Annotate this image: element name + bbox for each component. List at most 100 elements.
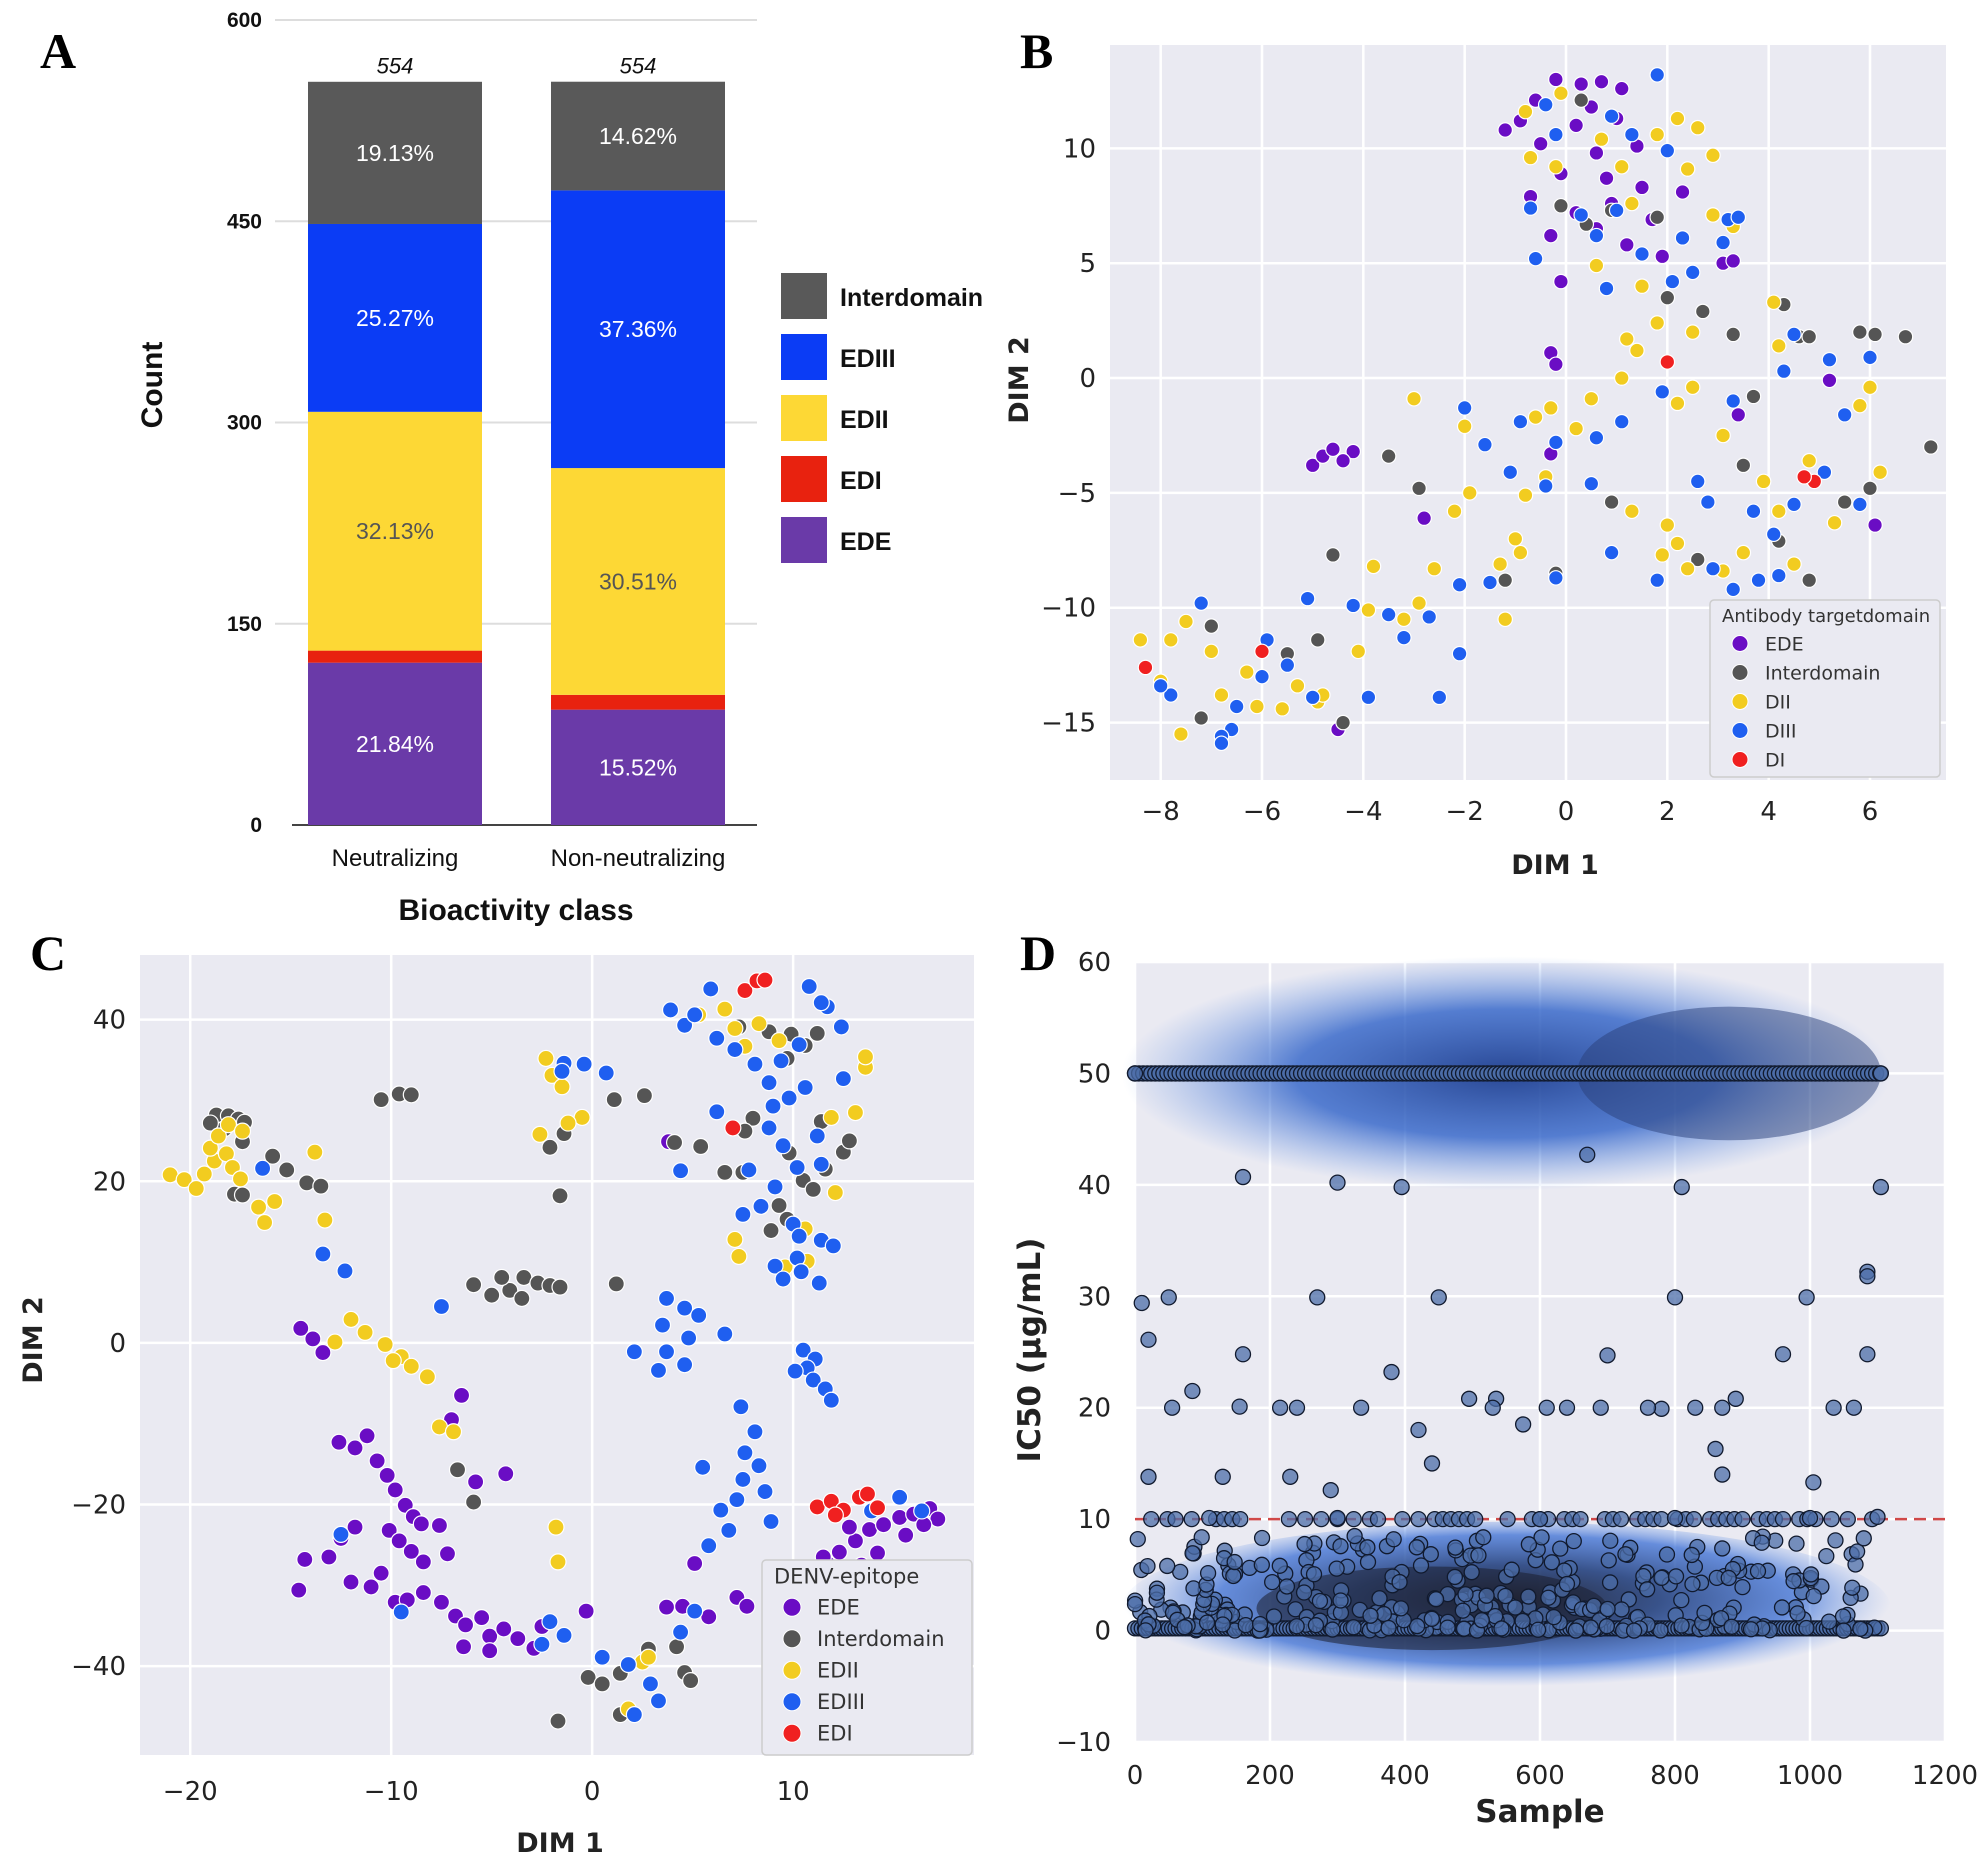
point-ic50 [1599, 1347, 1616, 1364]
point-interdomain [1801, 328, 1817, 345]
panel-a-x-tick-label: Non-neutralizing [551, 845, 726, 872]
point-ediii [750, 1457, 768, 1475]
point-edii [730, 1247, 748, 1266]
point-di [1796, 469, 1812, 485]
point-ic50 [1133, 1294, 1150, 1312]
point-ede [657, 1598, 676, 1616]
legend-label-edii: EDII [840, 406, 889, 434]
panel-a-y-tick-label: 600 [227, 9, 262, 32]
point-dii [1684, 324, 1701, 340]
point-ediii [555, 1626, 573, 1645]
point-ede [296, 1550, 314, 1569]
point-ic50-low [1427, 1591, 1445, 1608]
point-edii [384, 1352, 402, 1370]
point-ic50-low [1600, 1552, 1617, 1569]
point-ede [346, 1518, 364, 1536]
point-ede [1335, 452, 1351, 469]
point-ede [1416, 510, 1432, 526]
point-diii [1786, 496, 1802, 513]
point-diii [1634, 246, 1650, 262]
point-ede [390, 1532, 408, 1550]
point-ic50-low [1423, 1610, 1441, 1628]
point-ic50 [1288, 1399, 1306, 1416]
point-dii [1132, 632, 1149, 648]
legend-marker-edii [782, 1660, 802, 1680]
point-interdomain [692, 1137, 710, 1156]
point-edii [266, 1192, 284, 1211]
y-tick-label: 20 [93, 1167, 126, 1197]
point-ic50 [1872, 1178, 1890, 1196]
panel-a-x-tick-label: Neutralizing [332, 845, 459, 872]
legend-label-ede: EDE [1765, 634, 1804, 656]
point-ediii [720, 1521, 738, 1539]
point-ic50-low [1712, 1610, 1730, 1627]
point-diii [1689, 473, 1706, 490]
point-ic50 [1460, 1390, 1478, 1407]
point-ede [320, 1548, 338, 1566]
point-ic50-low [1470, 1547, 1487, 1564]
point-ic50 [1825, 1399, 1842, 1416]
point-diii [1852, 496, 1868, 513]
point-ic50 [1687, 1399, 1704, 1416]
point-ic50-low [1271, 1557, 1288, 1574]
panel-d-y-axis-label: IC50 (μg/mL) [1012, 1238, 1048, 1463]
point-ediii [760, 1119, 778, 1137]
point-ede [378, 1466, 396, 1485]
point-interdomain [808, 1024, 826, 1042]
legend-label-diii: DIII [1765, 721, 1796, 743]
point-ic50-low [1552, 1540, 1569, 1557]
point-interdomain [770, 1196, 788, 1215]
point-ic50-low [1287, 1601, 1304, 1618]
point-dii [1461, 485, 1478, 501]
panel-b-ticks: −8 −6 −4 −2 0 2 4 6 −15 −10 −5 0 5 10 [1041, 134, 1878, 827]
point-ediii [676, 1016, 694, 1034]
point-ede [1619, 237, 1635, 253]
point-ic50 [1805, 1474, 1822, 1491]
y-tick-label: −20 [71, 1490, 126, 1520]
point-ediii [332, 1525, 350, 1543]
panel-label-b: B [1020, 23, 1053, 79]
panel-d-points [1126, 1065, 1890, 1639]
point-interdomain [551, 1187, 569, 1205]
point-dii [1583, 390, 1600, 407]
x-tick-label: 600 [1515, 1761, 1565, 1791]
point-ediii [686, 1006, 704, 1024]
point-interdomain [1867, 326, 1883, 343]
panel-a-bars: 21.84%1.62%32.13%25.27%19.13%554Neutrali… [308, 54, 725, 872]
point-dii [1239, 664, 1255, 680]
point-ediii [762, 1512, 780, 1531]
point-ic50 [1538, 1399, 1555, 1416]
point-ic50 [1774, 1346, 1792, 1363]
point-ic50-low [1226, 1553, 1243, 1571]
point-interdomain [635, 1087, 654, 1105]
point-ic50-low [1520, 1588, 1537, 1605]
point-dii [1679, 161, 1696, 177]
point-ede [362, 1578, 380, 1596]
point-ediii [796, 1078, 814, 1097]
point-diii [1588, 429, 1605, 446]
point-ede [874, 1516, 893, 1534]
bar-segment-edi [551, 694, 725, 710]
point-diii [1279, 657, 1296, 673]
point-ic50-low [1658, 1546, 1676, 1563]
point-interdomain [312, 1177, 330, 1195]
point-ic50-low [1556, 1562, 1573, 1579]
point-ic50-10 [1313, 1510, 1330, 1528]
point-dii [1826, 514, 1843, 531]
point-diii [1786, 326, 1802, 343]
point-interdomain [1649, 209, 1665, 226]
point-ediii [686, 1602, 704, 1620]
point-diii [1522, 200, 1539, 216]
panel-label-a: A [40, 23, 76, 79]
point-ic50-low [1137, 1622, 1154, 1639]
x-tick-label: 0 [1558, 797, 1575, 827]
legend-marker-di [1731, 751, 1749, 768]
point-edi [858, 1485, 877, 1503]
point-interdomain [1735, 457, 1752, 474]
point-diii [1684, 264, 1701, 281]
bar-percent-label: 25.27% [356, 305, 434, 331]
point-ic50-low [1478, 1587, 1495, 1604]
point-ede [897, 1526, 915, 1544]
point-diii [1715, 234, 1731, 251]
